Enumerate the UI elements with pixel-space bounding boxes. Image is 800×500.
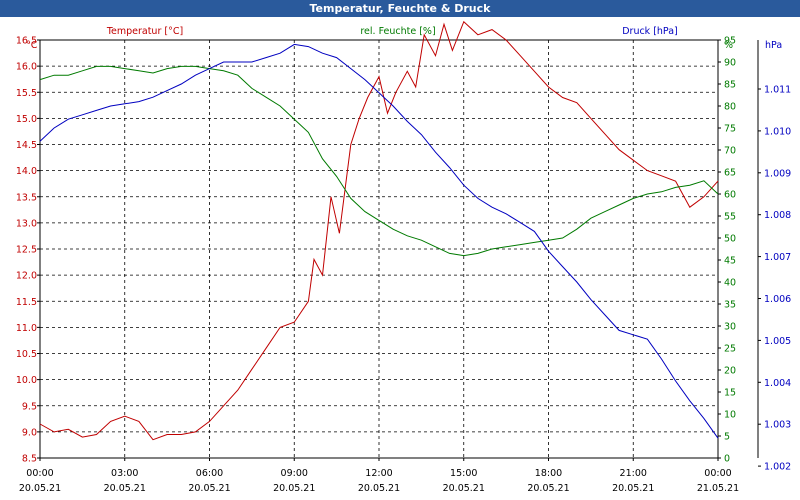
axis-labels: 16.5 16.0 15.5 15.0 14.5 14.0 13.5 13.0 12.5 12.0… [16,26,791,494]
humidity-tick-label: 55 [724,212,736,223]
window-title-bar: Temperatur, Feuchte & Druck [0,0,800,17]
x-tick-date: 20.05.21 [104,483,146,494]
pressure-tick-label: 1.009 [764,168,791,179]
x-tick-time: 09:00 [281,468,308,479]
temp-tick-label: 11.5 [16,297,37,308]
temp-tick-label: 14.0 [16,166,37,177]
x-tick-time: 00:00 [704,468,731,479]
temp-tick-label: 13.5 [16,192,37,203]
pressure-tick-label: 1.005 [764,336,791,347]
humidity-tick-label: 35 [724,300,736,311]
pressure-tick-label: 1.006 [764,294,791,305]
x-tick-date: 20.05.21 [443,483,485,494]
humidity-tick-label: 85 [724,80,736,91]
humidity-tick-label: 25 [724,344,736,355]
grid-lines [40,40,718,458]
pressure-tick-label: 1.010 [764,126,791,137]
temp-tick-label: 9.5 [22,401,37,412]
series-lines [39,20,719,441]
humidity-unit-label: % [724,40,733,51]
temp-tick-label: 11.0 [16,323,37,334]
temp-tick-label: 10.0 [16,375,37,386]
pressure-tick-label: 1.007 [764,252,791,263]
humidity-tick-label: 70 [724,146,736,157]
x-tick-date: 20.05.21 [527,483,569,494]
x-tick-date: 20.05.21 [188,483,230,494]
temp-tick-label: 12.0 [16,271,37,282]
temp-tick-label: 12.5 [16,245,37,256]
window-title: Temperatur, Feuchte & Druck [309,2,491,15]
pressure-tick-label: 1.004 [764,378,791,389]
chart-canvas: 16.5 16.0 15.5 15.0 14.5 14.0 13.5 13.0 12.5 12.0… [16,20,791,494]
axes [37,39,761,467]
x-tick-date: 20.05.21 [19,483,61,494]
series-temperature-line [39,20,719,441]
x-tick-time: 06:00 [196,468,223,479]
humidity-tick-label: 15 [724,388,736,399]
humidity-tick-label: 95 [724,36,736,47]
x-tick-time: 00:00 [26,468,53,479]
pressure-tick-label: 1.003 [764,420,791,431]
temp-tick-label: 10.5 [16,349,37,360]
temp-tick-label: 15.0 [16,114,37,125]
humidity-tick-label: 5 [724,432,730,443]
pressure-tick-label: 1.002 [764,462,791,473]
humidity-tick-label: 75 [724,124,736,135]
humidity-tick-label: 0 [724,454,730,465]
humidity-tick-label: 40 [724,278,736,289]
pressure-tick-label: 1.011 [764,85,791,96]
pressure-unit-label: hPa [765,40,782,51]
temp-tick-label: 8.5 [22,454,37,465]
x-tick-date: 21.05.21 [697,483,739,494]
temperature-unit-label: °C [26,40,38,51]
humidity-tick-label: 80 [724,102,736,113]
pressure-tick-label: 1.008 [764,210,791,221]
humidity-tick-label: 90 [724,58,736,69]
temp-tick-label: 15.5 [16,88,37,99]
x-tick-time: 15:00 [450,468,477,479]
humidity-tick-label: 45 [724,256,736,267]
humidity-tick-label: 50 [724,234,736,245]
humidity-tick-label: 60 [724,190,736,201]
temp-tick-label: 13.0 [16,218,37,229]
series-humidity-line [39,65,719,257]
humidity-tick-label: 65 [724,168,736,179]
temp-tick-label: 14.5 [16,140,37,151]
x-tick-date: 20.05.21 [273,483,315,494]
temp-tick-label: 9.0 [22,427,37,438]
x-tick-time: 03:00 [111,468,138,479]
legend-humidity: rel. Feuchte [%] [360,26,435,37]
humidity-tick-label: 10 [724,410,736,421]
x-tick-date: 20.05.21 [358,483,400,494]
x-tick-time: 18:00 [535,468,562,479]
humidity-tick-label: 20 [724,366,736,377]
temp-tick-label: 16.0 [16,62,37,73]
legend-pressure: Druck [hPa] [622,26,678,37]
x-tick-time: 21:00 [620,468,647,479]
x-tick-date: 20.05.21 [612,483,654,494]
legend-temperature: Temperatur [°C] [106,26,183,37]
temp-tick-label: 16.5 [16,36,37,47]
humidity-tick-label: 30 [724,322,736,333]
series-pressure-line [39,43,719,439]
x-tick-time: 12:00 [365,468,392,479]
